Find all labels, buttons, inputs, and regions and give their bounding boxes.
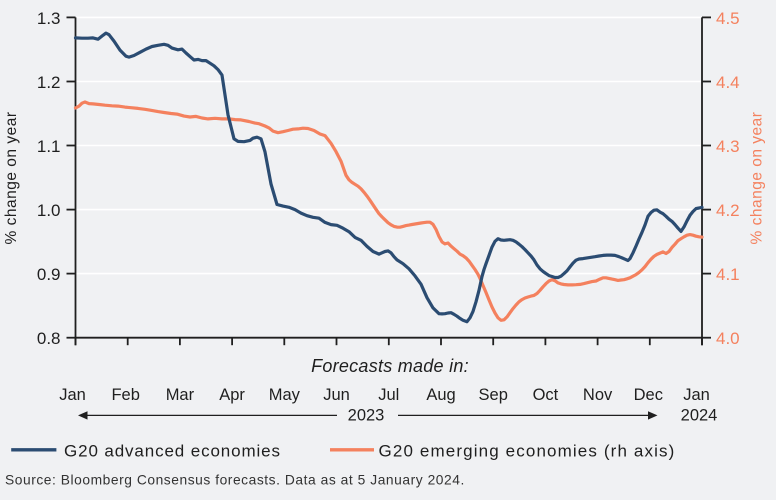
svg-text:G20 advanced economies: G20 advanced economies: [64, 442, 281, 461]
svg-text:Sep: Sep: [479, 386, 508, 404]
svg-text:4.4: 4.4: [716, 73, 740, 92]
svg-text:4.1: 4.1: [716, 265, 740, 284]
svg-text:Dec: Dec: [634, 386, 663, 404]
svg-text:May: May: [269, 386, 301, 404]
svg-text:Source: Bloomberg Consensus fo: Source: Bloomberg Consensus forecasts. D…: [5, 473, 465, 488]
svg-text:% change on year: % change on year: [749, 112, 766, 245]
svg-text:1.1: 1.1: [37, 137, 61, 156]
svg-text:Jan: Jan: [59, 386, 86, 404]
svg-text:Mar: Mar: [166, 386, 195, 404]
svg-text:4.0: 4.0: [716, 329, 740, 348]
svg-text:Jul: Jul: [378, 386, 399, 404]
svg-text:1.2: 1.2: [37, 73, 61, 92]
svg-text:Oct: Oct: [533, 386, 559, 404]
svg-text:2024: 2024: [681, 407, 718, 425]
svg-text:2023: 2023: [348, 407, 385, 425]
svg-text:1.0: 1.0: [37, 201, 61, 220]
svg-text:4.5: 4.5: [716, 9, 740, 28]
svg-text:Nov: Nov: [583, 386, 613, 404]
svg-text:4.2: 4.2: [716, 201, 740, 220]
svg-text:Jun: Jun: [323, 386, 350, 404]
svg-text:0.8: 0.8: [37, 329, 61, 348]
svg-text:Forecasts made in:: Forecasts made in:: [311, 356, 469, 376]
svg-text:Feb: Feb: [111, 386, 139, 404]
svg-text:Apr: Apr: [219, 386, 245, 404]
svg-text:4.3: 4.3: [716, 137, 740, 156]
svg-text:Jan: Jan: [683, 386, 710, 404]
svg-text:1.3: 1.3: [37, 9, 61, 28]
svg-text:G20 emerging economies (rh axi: G20 emerging economies (rh axis): [379, 442, 676, 461]
svg-text:0.9: 0.9: [37, 265, 61, 284]
svg-text:Aug: Aug: [426, 386, 455, 404]
svg-text:% change on year: % change on year: [3, 112, 20, 245]
